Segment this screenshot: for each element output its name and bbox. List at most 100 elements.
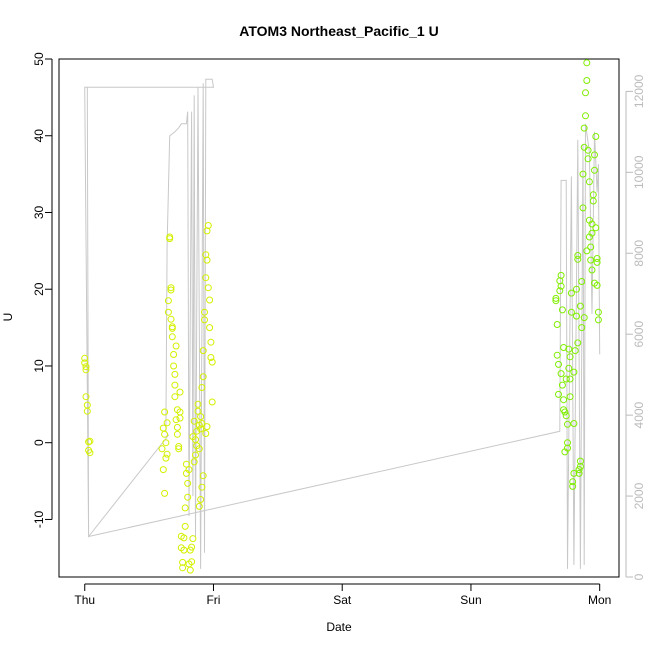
data-point-s2-49 <box>584 155 592 163</box>
data-point-s1-67 <box>194 400 202 408</box>
data-point-s1-81 <box>203 256 211 264</box>
data-point-s1-87 <box>207 338 215 346</box>
data-point-s1-32 <box>171 393 179 401</box>
data-point-s1-76 <box>199 347 207 355</box>
data-point-s1-4 <box>82 393 90 401</box>
data-point-s1-15 <box>161 430 169 438</box>
data-point-s2-75 <box>583 247 591 255</box>
data-point-s2-58 <box>591 166 598 174</box>
data-point-s1-50 <box>182 460 190 468</box>
data-point-s1-75 <box>199 373 207 381</box>
data-point-s1-2 <box>82 366 90 374</box>
data-point-s2-65 <box>594 316 602 324</box>
data-point-s2-19 <box>565 364 573 372</box>
x-tick-label-fri: Fri <box>206 593 220 607</box>
data-point-s2-77 <box>588 220 596 228</box>
data-point-s2-74 <box>580 314 588 322</box>
data-point-s1-45 <box>180 534 188 542</box>
data-point-s2-76 <box>585 233 593 241</box>
data-point-s2-9 <box>557 271 565 279</box>
y-right-tick-label-10000: 10000 <box>632 155 646 189</box>
data-point-s1-35 <box>173 423 181 431</box>
data-point-s1-93 <box>199 472 207 480</box>
x-tick-label-thu: Thu <box>74 593 95 607</box>
data-point-s1-21 <box>164 308 172 316</box>
data-point-s2-44 <box>582 112 589 120</box>
data-point-s2-24 <box>567 289 575 297</box>
data-point-s1-9 <box>86 437 94 445</box>
data-point-s1-72 <box>197 413 205 421</box>
data-point-s2-3 <box>553 351 561 359</box>
data-point-s1-3 <box>82 363 90 371</box>
data-point-s2-53 <box>587 256 595 264</box>
data-point-s1-95 <box>197 496 205 503</box>
data-point-s1-48 <box>181 504 189 512</box>
data-point-s1-77 <box>201 316 208 324</box>
data-point-s2-18 <box>564 444 571 452</box>
data-point-s2-26 <box>569 482 577 490</box>
data-point-s1-58 <box>188 558 196 566</box>
plot-frame <box>58 58 620 578</box>
y-tick-label-50: 50 <box>32 52 46 66</box>
data-point-s1-99 <box>171 381 179 389</box>
data-point-s2-52 <box>587 243 595 251</box>
data-point-s2-28 <box>570 420 578 427</box>
data-point-s2-21 <box>566 353 574 361</box>
data-point-s2-73 <box>576 302 584 310</box>
data-point-s1-33 <box>172 342 180 350</box>
y-right-tick-label-8000: 8000 <box>632 240 646 267</box>
data-point-s2-68 <box>560 406 568 414</box>
data-point-s2-6 <box>556 287 564 295</box>
data-point-s2-29 <box>571 347 579 355</box>
data-point-s2-4 <box>555 390 562 398</box>
data-point-s1-98 <box>170 351 178 358</box>
data-point-s1-1 <box>81 359 89 367</box>
x-tick-label-sun: Sun <box>460 593 481 607</box>
data-point-s1-78 <box>201 308 208 316</box>
data-point-s1-89 <box>208 358 216 366</box>
data-point-s2-78 <box>591 279 598 287</box>
data-point-s2-8 <box>557 282 565 290</box>
data-point-s1-26 <box>167 286 175 294</box>
data-point-s2-23 <box>567 308 575 316</box>
data-point-s2-37 <box>576 457 584 465</box>
y-tick-label--10: -10 <box>32 510 46 528</box>
data-point-s2-34 <box>575 469 583 477</box>
data-point-s2-5 <box>555 360 562 368</box>
data-point-s2-70 <box>566 393 574 401</box>
data-point-s1-83 <box>204 222 212 229</box>
data-point-s1-38 <box>175 445 183 453</box>
data-point-s1-27 <box>167 284 175 292</box>
data-point-s2-27 <box>570 469 578 477</box>
x-tick-label-sat: Sat <box>333 593 352 607</box>
data-point-s2-62 <box>593 255 601 262</box>
data-point-s1-37 <box>175 443 183 450</box>
x-axis-label: Date <box>326 620 352 634</box>
y-right-tick-label-2000: 2000 <box>632 482 646 509</box>
data-point-s2-15 <box>562 375 570 383</box>
data-point-s2-1 <box>552 294 560 302</box>
y-tick-label-30: 30 <box>32 205 46 219</box>
data-point-s2-31 <box>573 285 580 293</box>
data-point-s2-46 <box>583 77 591 84</box>
data-point-s1-12 <box>159 424 167 432</box>
data-point-s1-91 <box>203 423 211 431</box>
data-point-s1-90 <box>208 398 216 406</box>
y-axis-label: U <box>1 313 15 322</box>
data-point-s2-33 <box>574 252 582 259</box>
data-point-s1-64 <box>192 451 199 459</box>
data-point-s2-67 <box>558 381 566 389</box>
data-point-s1-25 <box>167 315 175 323</box>
series-line-0 <box>84 78 601 569</box>
data-point-s2-50 <box>585 178 593 186</box>
y-tick-label-20: 20 <box>32 282 46 296</box>
data-point-s1-30 <box>170 362 178 370</box>
chart-title: ATOM3 Northeast_Pacific_1 U <box>239 23 438 39</box>
x-tick-label-mon: Mon <box>588 593 611 607</box>
data-point-s1-6 <box>83 407 91 415</box>
data-point-s2-2 <box>553 321 561 328</box>
data-point-s1-51 <box>184 479 192 487</box>
y-tick-label-0: 0 <box>32 439 46 446</box>
data-point-s2-30 <box>573 312 580 320</box>
